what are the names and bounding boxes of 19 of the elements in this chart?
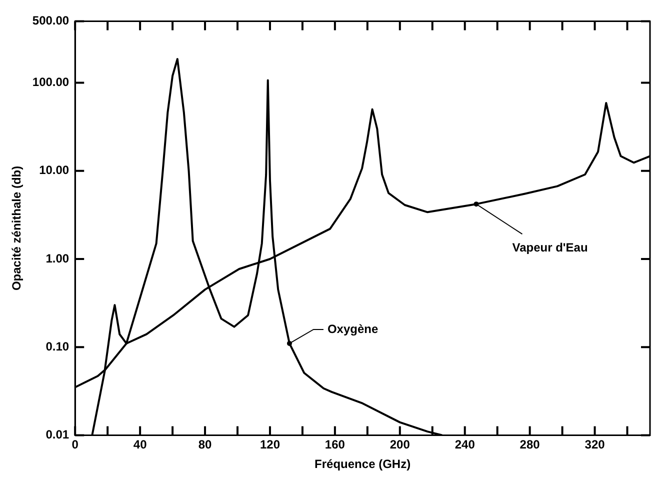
y-tick-label: 0.01 xyxy=(46,428,70,442)
y-tick-label: 0.10 xyxy=(46,339,70,354)
annotation: Oxygène xyxy=(327,322,378,336)
x-tick-label: 200 xyxy=(390,438,410,452)
y-tick-label: 500.00 xyxy=(32,14,70,28)
x-tick-label: 320 xyxy=(584,438,606,452)
y-tick-label: 1.00 xyxy=(46,251,70,266)
x-tick-label: 0 xyxy=(72,438,79,452)
x-axis-title: Fréquence (GHz) xyxy=(314,457,411,472)
y-tick-label: 100.00 xyxy=(32,75,70,90)
x-tick-label: 120 xyxy=(260,438,280,452)
x-tick-label: 40 xyxy=(133,438,148,452)
x-tick-label: 160 xyxy=(324,438,346,452)
y-tick-label: 10.00 xyxy=(39,163,70,178)
x-tick-label: 240 xyxy=(454,438,476,452)
x-tick-label: 80 xyxy=(198,438,212,452)
annotation: Vapeur d'Eau xyxy=(512,240,588,254)
x-tick-label: 280 xyxy=(520,438,540,452)
y-axis-title: Opacité zénithale (db) xyxy=(10,166,24,291)
